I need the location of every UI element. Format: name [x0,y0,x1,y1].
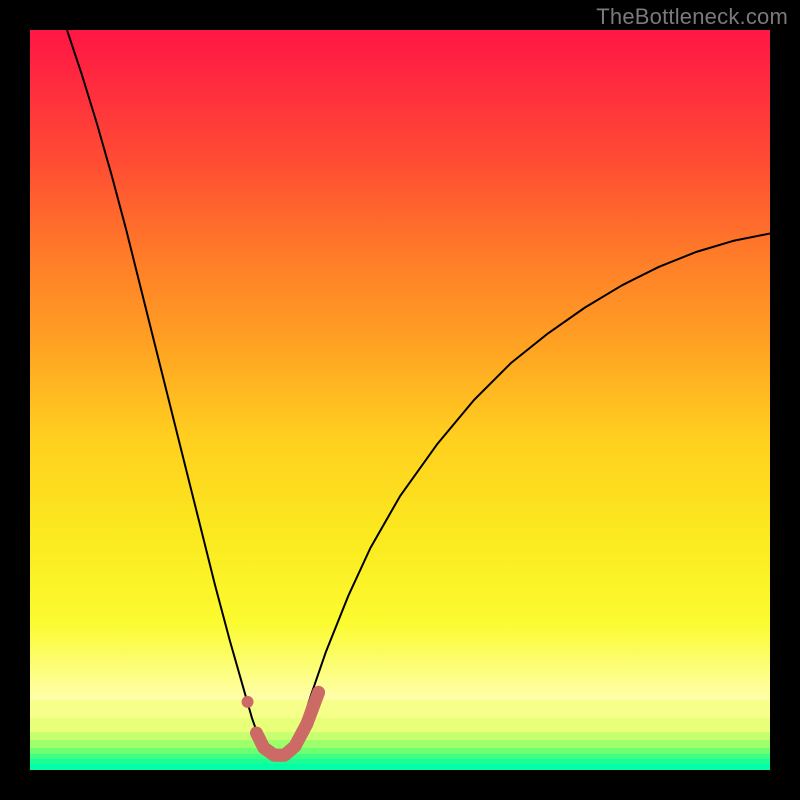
chart-frame: TheBottleneck.com [0,0,800,800]
bottleneck-curve [67,30,770,758]
plot-area [30,30,770,770]
curve-svg [30,30,770,770]
highlight-segment [256,692,318,755]
watermark-text: TheBottleneck.com [596,4,788,30]
highlight-dot [242,696,254,708]
